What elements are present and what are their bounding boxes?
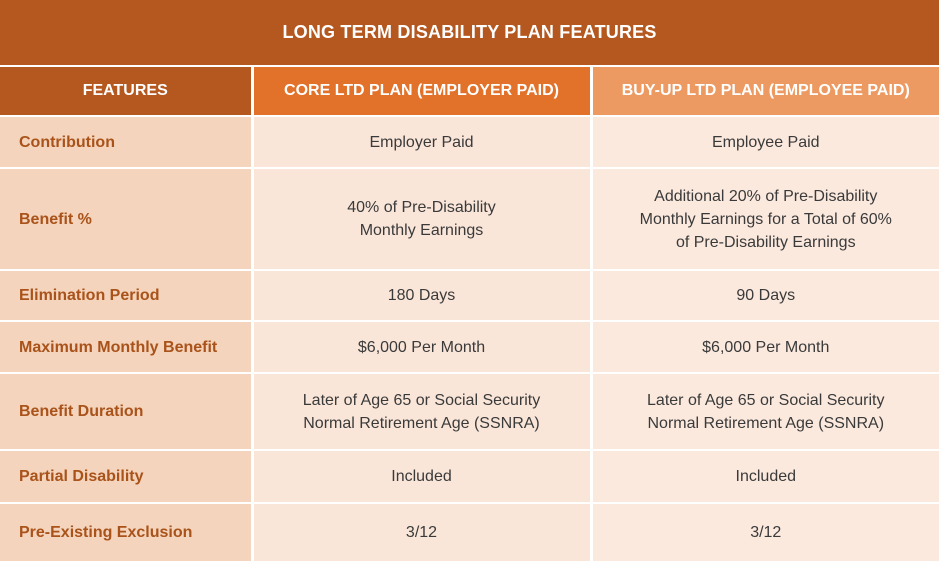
buyup-value: $6,000 Per Month — [591, 320, 939, 374]
table-row: Benefit % 40% of Pre-Disability Monthly … — [0, 167, 939, 271]
table-row: Pre-Existing Exclusion 3/12 3/12 — [0, 502, 939, 563]
header-buy-up-ltd-plan: BUY-UP LTD PLAN (EMPLOYEE PAID) — [591, 66, 939, 116]
core-value: $6,000 Per Month — [252, 320, 593, 374]
header-row: FEATURES CORE LTD PLAN (EMPLOYER PAID) B… — [0, 66, 939, 116]
row-label-contribution: Contribution — [0, 115, 254, 169]
buyup-value: Employee Paid — [591, 115, 939, 169]
buyup-value: Included — [591, 449, 939, 504]
table-row: Benefit Duration Later of Age 65 or Soci… — [0, 372, 939, 451]
buyup-value: Later of Age 65 or Social Security Norma… — [591, 372, 939, 451]
row-label-partial-disability: Partial Disability — [0, 449, 254, 504]
buyup-value: 3/12 — [591, 502, 939, 563]
buyup-value: Additional 20% of Pre-Disability Monthly… — [591, 167, 939, 271]
core-value: 3/12 — [252, 502, 593, 563]
header-core-ltd-plan: CORE LTD PLAN (EMPLOYER PAID) — [252, 66, 593, 116]
table-row: Maximum Monthly Benefit $6,000 Per Month… — [0, 320, 939, 374]
header-features: FEATURES — [0, 66, 254, 116]
core-value: Included — [252, 449, 593, 504]
title-row: LONG TERM DISABILITY PLAN FEATURES — [0, 0, 939, 67]
core-value: 40% of Pre-Disability Monthly Earnings — [252, 167, 593, 271]
table-row: Elimination Period 180 Days 90 Days — [0, 269, 939, 322]
buyup-value: 90 Days — [591, 269, 939, 322]
table-row: Contribution Employer Paid Employee Paid — [0, 115, 939, 169]
core-value: Later of Age 65 or Social Security Norma… — [252, 372, 593, 451]
table-row: Partial Disability Included Included — [0, 449, 939, 504]
row-label-benefit-percent: Benefit % — [0, 167, 254, 271]
row-label-maximum-monthly-benefit: Maximum Monthly Benefit — [0, 320, 254, 374]
table-title: LONG TERM DISABILITY PLAN FEATURES — [0, 0, 939, 67]
row-label-pre-existing-exclusion: Pre-Existing Exclusion — [0, 502, 254, 563]
core-value: Employer Paid — [252, 115, 593, 169]
row-label-benefit-duration: Benefit Duration — [0, 372, 254, 451]
row-label-elimination-period: Elimination Period — [0, 269, 254, 322]
core-value: 180 Days — [252, 269, 593, 322]
